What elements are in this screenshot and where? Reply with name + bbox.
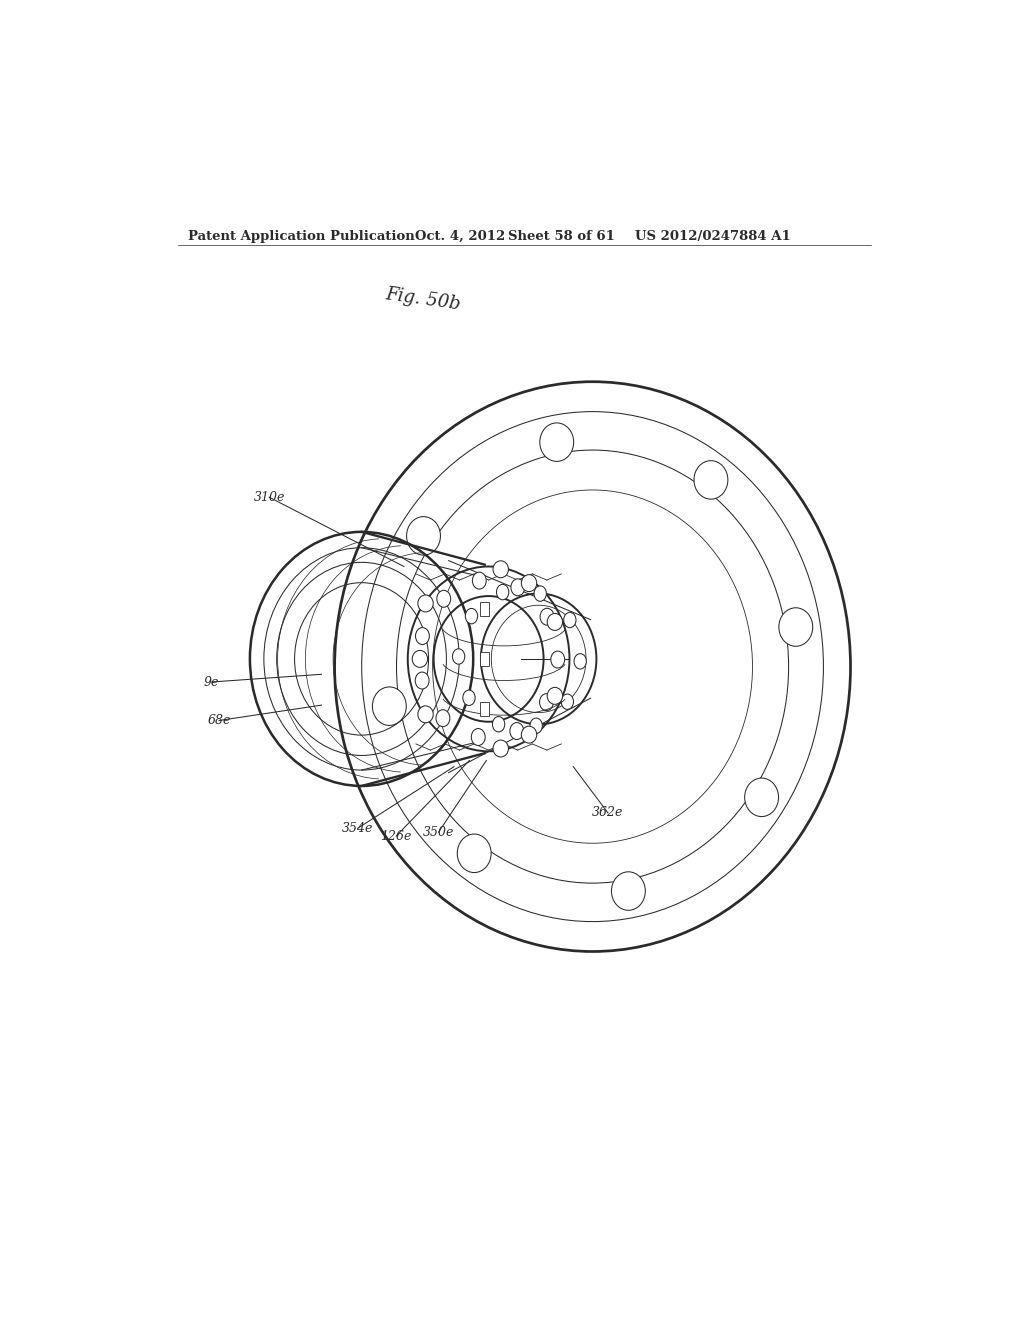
Text: 310e: 310e [254,491,285,504]
Ellipse shape [521,574,537,591]
Text: 350e: 350e [423,825,455,838]
Text: 126e: 126e [381,829,412,842]
Ellipse shape [561,694,573,709]
Ellipse shape [407,516,440,556]
Text: US 2012/0247884 A1: US 2012/0247884 A1 [635,230,791,243]
Ellipse shape [418,706,433,723]
Ellipse shape [497,585,509,599]
Ellipse shape [413,651,428,668]
Ellipse shape [373,686,407,726]
Ellipse shape [540,609,554,626]
Text: Sheet 58 of 61: Sheet 58 of 61 [508,230,614,243]
Ellipse shape [493,741,509,756]
Ellipse shape [472,572,486,589]
Text: 9e: 9e [204,676,219,689]
Bar [480,702,489,715]
Ellipse shape [530,718,543,734]
Ellipse shape [574,653,587,669]
Ellipse shape [471,729,485,746]
Text: Oct. 4, 2012: Oct. 4, 2012 [416,230,506,243]
Text: Patent Application Publication: Patent Application Publication [188,230,415,243]
Ellipse shape [521,726,537,743]
Ellipse shape [547,614,562,631]
Text: 354e: 354e [342,822,374,834]
Bar [480,602,489,615]
Text: 68e: 68e [208,714,230,727]
Ellipse shape [493,561,509,578]
Ellipse shape [463,690,475,705]
Ellipse shape [416,627,429,644]
Bar [480,652,489,665]
Ellipse shape [694,461,728,499]
Ellipse shape [437,590,451,607]
Text: Fig. 50b: Fig. 50b [385,285,462,314]
Ellipse shape [436,710,450,727]
Ellipse shape [547,688,562,705]
Ellipse shape [744,777,778,817]
Ellipse shape [415,672,429,689]
Ellipse shape [458,834,492,873]
Ellipse shape [493,717,505,731]
Ellipse shape [453,648,465,664]
Ellipse shape [418,595,433,612]
Ellipse shape [540,422,573,462]
Ellipse shape [551,651,564,668]
Ellipse shape [511,579,524,595]
Ellipse shape [465,609,477,624]
Ellipse shape [535,586,547,602]
Ellipse shape [510,722,523,739]
Ellipse shape [779,607,813,647]
Text: 362e: 362e [592,807,624,820]
Ellipse shape [540,694,553,710]
Ellipse shape [611,871,645,911]
Ellipse shape [563,612,577,628]
